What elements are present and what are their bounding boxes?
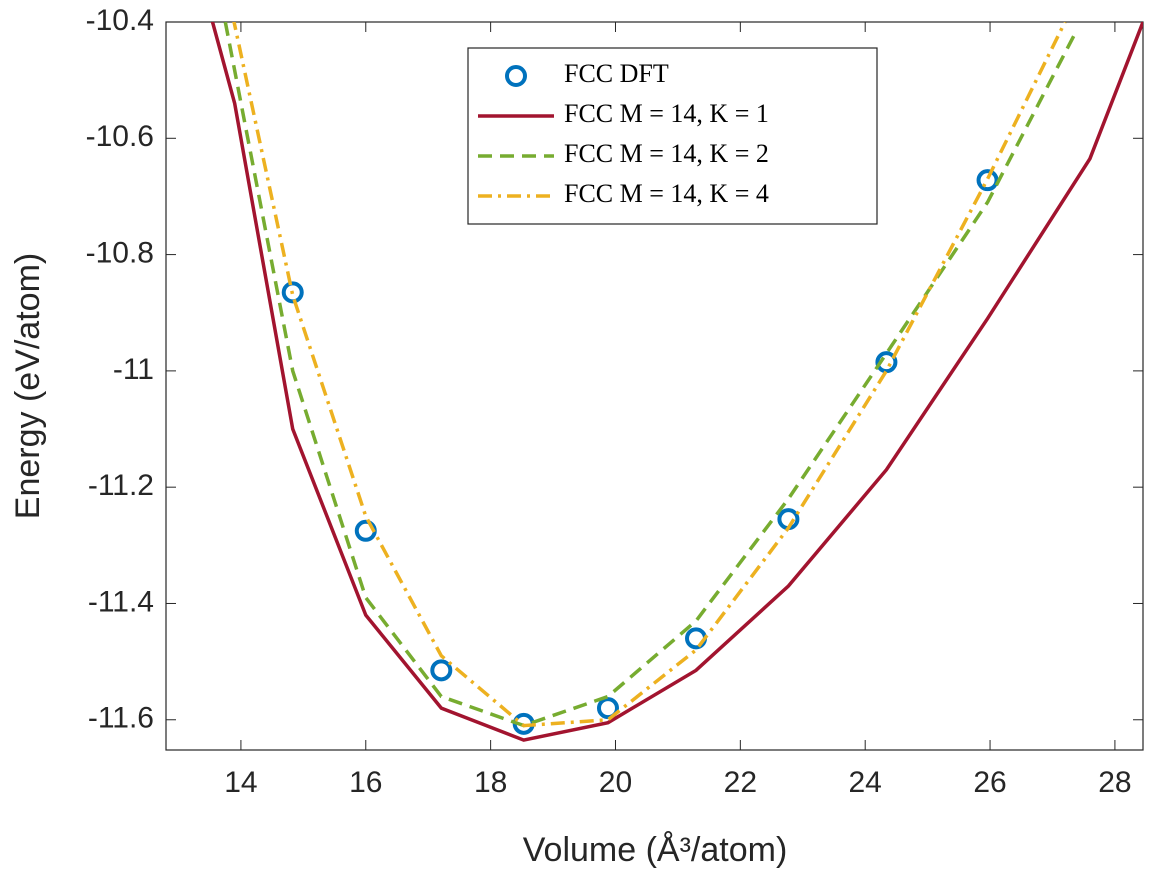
y-tick-label: -11 <box>113 353 154 386</box>
x-tick-label: 24 <box>849 766 882 799</box>
data-line <box>210 22 1143 742</box>
data-point <box>281 281 304 304</box>
data-line <box>223 22 1077 728</box>
y-tick-label: -11.4 <box>88 585 154 618</box>
y-tick-label: -11.2 <box>88 469 154 502</box>
y-tick-label: -10.8 <box>86 237 154 270</box>
y-tick-label: -10.6 <box>86 120 154 153</box>
data-point <box>685 627 708 650</box>
legend-marker <box>505 65 527 87</box>
legend-label: FCC M = 14, K = 2 <box>564 139 769 168</box>
data-point <box>976 169 999 192</box>
data-point <box>430 659 453 682</box>
x-tick-label: 18 <box>474 766 507 799</box>
y-axis-label: Energy (eV/atom) <box>9 253 47 519</box>
legend-label: FCC DFT <box>564 59 669 88</box>
x-tick-label: 28 <box>1098 766 1131 799</box>
x-tick-label: 14 <box>224 766 257 799</box>
x-tick-label: 16 <box>349 766 382 799</box>
legend-label: FCC M = 14, K = 4 <box>564 179 769 208</box>
legend-label: FCC M = 14, K = 1 <box>564 99 769 128</box>
data-point <box>875 351 898 374</box>
x-tick-label: 22 <box>724 766 757 799</box>
x-axis-label: Volume (Å³/atom) <box>523 831 788 869</box>
y-tick-label: -10.4 <box>86 4 154 37</box>
data-line <box>232 22 1067 728</box>
y-tick-label: -11.6 <box>88 702 154 735</box>
plot-frame <box>165 21 1144 751</box>
plot-area <box>210 22 1143 742</box>
data-point <box>596 697 619 720</box>
x-tick-label: 20 <box>599 766 632 799</box>
x-tick-label: 26 <box>973 766 1006 799</box>
